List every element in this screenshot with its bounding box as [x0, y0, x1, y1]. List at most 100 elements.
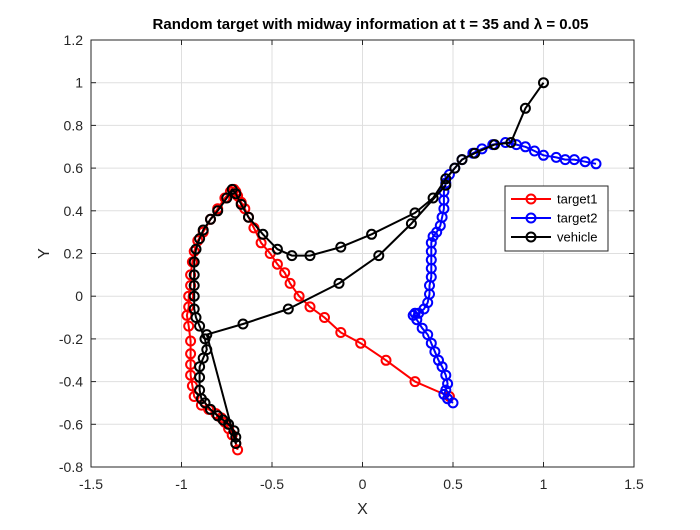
legend-item-vehicle: vehicle	[511, 230, 597, 245]
vehicle-marker	[230, 431, 242, 443]
vehicle-marker	[456, 154, 468, 166]
target1-marker	[293, 290, 305, 302]
legend-marker-swatch	[525, 231, 537, 243]
vehicle-marker	[405, 218, 417, 230]
chart-title: Random target with midway information at…	[153, 16, 589, 33]
y-tick-label: 0	[75, 288, 83, 304]
target2-marker	[442, 378, 454, 390]
legend-item-target2: target2	[511, 211, 597, 226]
legend-label: target1	[557, 192, 597, 207]
vehicle-marker	[449, 162, 461, 174]
target1-marker	[279, 267, 291, 279]
target1-marker	[380, 354, 392, 366]
series-target2	[407, 137, 602, 409]
target1-marker	[185, 335, 197, 347]
target1-marker	[271, 258, 283, 270]
target2-marker	[590, 158, 602, 170]
vehicle-marker	[194, 361, 206, 373]
target1-marker	[319, 312, 330, 323]
target2-marker	[529, 145, 540, 157]
y-tick-label: 1	[75, 75, 83, 91]
vehicle-marker	[237, 318, 249, 330]
vehicle-marker	[409, 207, 421, 219]
x-tick-label: 1.5	[624, 476, 644, 492]
target2-marker	[413, 307, 425, 319]
ticks: -1.5 -1 -0.5 0 0.5 1 1.5 -0.8 -0.6 -0.4 -0.2 0 0.2 0.…	[59, 32, 644, 492]
vehicle-marker	[201, 329, 213, 341]
target1-marker	[409, 376, 421, 388]
vehicle-marker	[212, 205, 224, 217]
vehicle-marker	[223, 418, 235, 430]
vehicle-marker	[505, 137, 517, 148]
target1-marker	[185, 348, 197, 360]
y-tick-label: -0.8	[59, 459, 83, 475]
y-tick-label: 1.2	[64, 32, 84, 48]
vehicle-marker	[188, 280, 200, 291]
target2-marker	[411, 314, 423, 326]
vehicle-marker	[286, 250, 298, 262]
vehicle-marker	[188, 290, 200, 302]
x-tick-label: -0.5	[260, 476, 284, 492]
vehicle-marker	[489, 139, 501, 151]
target2-marker	[416, 322, 428, 334]
x-tick-label: -1.5	[79, 476, 103, 492]
y-tick-label: -0.4	[59, 374, 83, 390]
vehicle-marker	[188, 269, 200, 281]
vehicle-marker	[335, 241, 347, 253]
vehicle-marker	[271, 243, 283, 255]
vehicle-marker	[366, 228, 378, 240]
x-tick-label: -1	[175, 476, 188, 492]
vehicle-marker	[333, 277, 345, 289]
target2-marker	[538, 149, 549, 161]
series-layer	[181, 77, 602, 456]
y-tick-label: 0.2	[64, 246, 84, 262]
y-tick-label: -0.6	[59, 416, 83, 432]
vehicle-marker	[190, 243, 202, 255]
target2-marker	[550, 151, 562, 163]
vehicle-marker	[205, 213, 216, 225]
vehicle-marker	[194, 371, 206, 383]
vehicle-marker	[427, 192, 439, 204]
vehicle-marker	[230, 438, 242, 449]
x-tick-label: 0	[359, 476, 367, 492]
target1-marker	[355, 337, 367, 349]
vehicle-marker	[226, 183, 238, 195]
legend-item-target1: target1	[511, 192, 597, 207]
vehicle-marker	[373, 250, 385, 262]
target2-line	[412, 141, 597, 404]
y-tick-label: 0.6	[64, 160, 84, 176]
x-tick-label: 1	[540, 476, 548, 492]
vehicle-marker	[243, 211, 254, 223]
legend: target1 target2 vehicle	[504, 185, 609, 252]
vehicle-marker	[538, 77, 549, 89]
vehicle-marker	[304, 250, 316, 262]
vehicle-marker	[282, 303, 294, 315]
x-axis-title: X	[357, 501, 368, 518]
x-tick-label: 0.5	[443, 476, 463, 492]
target1-marker	[232, 444, 244, 456]
target1-marker	[304, 301, 316, 313]
y-tick-label: 0.4	[64, 203, 84, 219]
vehicle-marker	[257, 228, 269, 240]
vehicle-marker	[188, 256, 200, 268]
legend-marker-swatch	[525, 193, 537, 205]
legend-label: target2	[557, 211, 597, 226]
vehicle-marker	[199, 397, 211, 409]
vehicle-marker	[194, 320, 206, 332]
target1-marker	[335, 327, 347, 338]
series-vehicle	[188, 77, 549, 449]
target2-marker	[510, 139, 522, 151]
legend-marker-swatch	[525, 212, 537, 224]
vehicle-marker	[519, 102, 531, 114]
vehicle-marker	[228, 425, 240, 437]
y-tick-label: -0.2	[59, 331, 83, 347]
vehicle-marker	[194, 233, 206, 245]
target2-marker	[409, 307, 421, 319]
target1-marker	[188, 391, 200, 402]
target2-marker	[427, 230, 439, 242]
vehicle-marker	[205, 403, 216, 415]
target1-marker	[284, 277, 296, 289]
vehicle-marker	[440, 179, 452, 191]
